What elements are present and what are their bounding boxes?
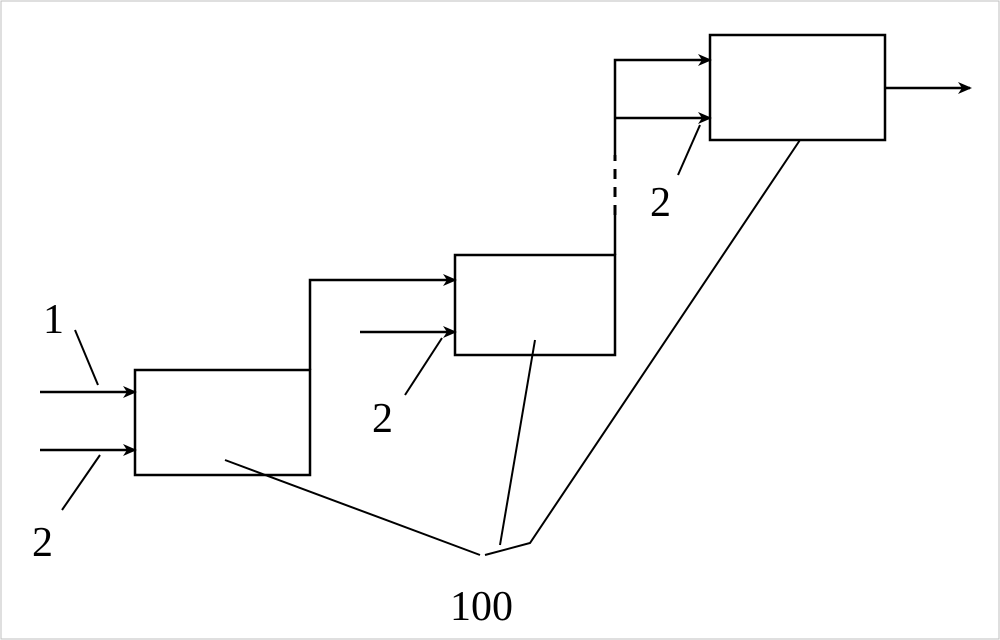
leader-100-b1 [225, 460, 480, 555]
label-100: 100 [450, 584, 513, 630]
leader-100-b3 [485, 140, 800, 555]
label-1: 1 [43, 297, 64, 343]
leader-2c [678, 125, 700, 175]
node-box-3 [710, 35, 885, 140]
label-2c: 2 [650, 180, 671, 226]
label-2a: 2 [32, 520, 53, 566]
leader-1 [75, 330, 98, 385]
label-2b: 2 [372, 396, 393, 442]
diagram-canvas: 1 2 2 2 100 [0, 0, 1000, 640]
leader-100-b2 [500, 340, 535, 545]
connector-b1-b2 [310, 280, 455, 370]
node-box-1 [135, 370, 310, 475]
leader-2a [62, 455, 100, 510]
leader-2b [405, 338, 442, 395]
connector-dash-b3 [615, 60, 710, 155]
